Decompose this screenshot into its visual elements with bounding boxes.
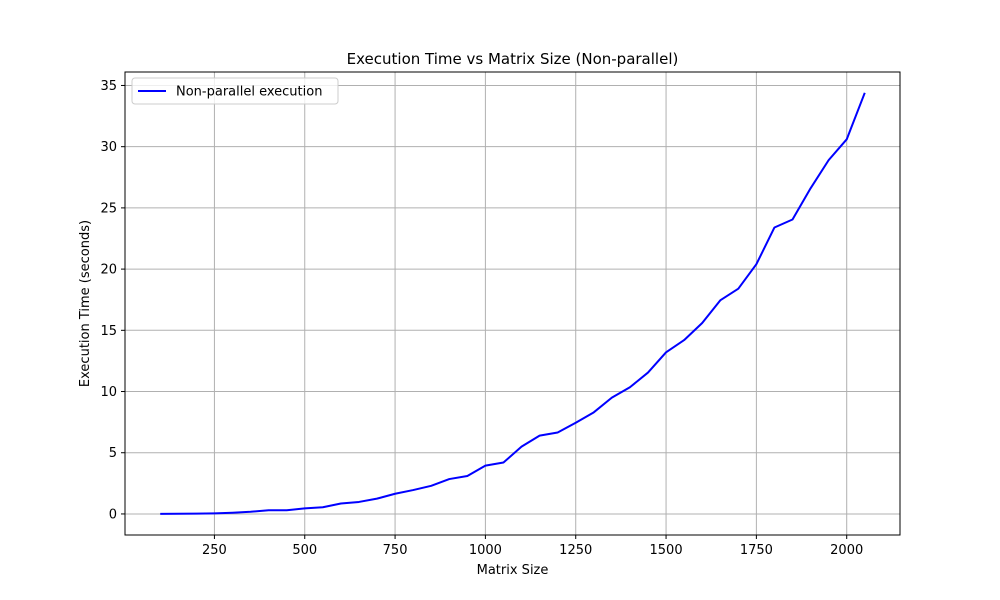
x-tick-label: 750 [383, 543, 408, 558]
y-tick-label: 35 [100, 79, 117, 94]
chart-title: Execution Time vs Matrix Size (Non-paral… [347, 50, 679, 68]
legend: Non-parallel execution [131, 77, 339, 105]
y-tick-label: 10 [100, 385, 117, 400]
y-axis-ticks: 0 5 10 15 20 25 30 35 [100, 79, 125, 522]
y-tick-label: 20 [100, 263, 117, 278]
series-line-0 [160, 92, 866, 515]
legend-label: Non-parallel execution [176, 85, 322, 100]
x-tick-label: 250 [202, 543, 227, 558]
x-tick-label: 1750 [740, 543, 773, 558]
y-tick-label: 25 [100, 201, 117, 216]
x-axis-ticks: 250 500 750 1000 1250 1500 1750 2000 [202, 535, 863, 558]
y-tick-label: 0 [109, 507, 117, 522]
legend-box [131, 77, 339, 105]
x-tick-label: 1250 [559, 543, 592, 558]
x-tick-label: 500 [292, 543, 317, 558]
series-layer [160, 92, 866, 515]
x-axis-label: Matrix Size [477, 563, 549, 578]
y-tick-label: 5 [109, 446, 117, 461]
x-tick-label: 1000 [469, 543, 502, 558]
grid-lines [125, 72, 900, 535]
x-tick-label: 1500 [650, 543, 683, 558]
y-tick-label: 15 [100, 324, 117, 339]
y-axis-label: Execution Time (seconds) [78, 220, 93, 387]
y-tick-label: 30 [100, 140, 117, 155]
x-tick-label: 2000 [830, 543, 863, 558]
plot-frame [124, 71, 901, 536]
